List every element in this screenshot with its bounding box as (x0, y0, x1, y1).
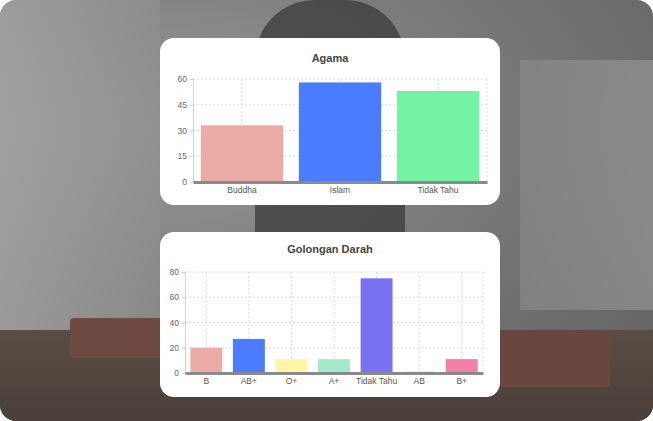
y-tick: 80 (170, 267, 185, 277)
bar (275, 359, 307, 373)
grid-line (487, 79, 488, 182)
x-tick-label: AB+ (241, 376, 257, 386)
x-tick: AB+ (241, 373, 257, 386)
grid-line (334, 272, 335, 373)
y-tick-label: 15 (178, 151, 188, 161)
y-tick: 40 (170, 318, 185, 328)
y-tick-mark (190, 182, 193, 183)
x-tick-label: B+ (456, 376, 467, 386)
grid-line (185, 322, 483, 323)
x-tick: A+ (329, 373, 340, 386)
chart-title: Golongan Darah (287, 243, 373, 255)
y-tick-label: 60 (170, 292, 180, 302)
window (520, 60, 653, 310)
x-tick: Islam (330, 182, 350, 195)
y-tick: 45 (178, 100, 193, 110)
y-tick-label: 0 (174, 368, 179, 378)
x-tick: B+ (456, 373, 467, 386)
y-tick-mark (182, 272, 185, 273)
x-tick: Tidak Tahu (417, 182, 458, 195)
y-tick: 0 (174, 368, 185, 378)
y-tick-mark (182, 373, 185, 374)
grid (193, 79, 487, 182)
y-tick-mark (182, 348, 185, 349)
x-axis-line (194, 181, 488, 184)
bars (201, 82, 479, 182)
y-tick-mark (190, 79, 193, 80)
y-axis-line (182, 273, 186, 374)
x-tick-label: Tidak Tahu (356, 376, 397, 386)
x-tick-label: Buddha (227, 185, 257, 195)
bar (233, 339, 265, 373)
x-tick: Buddha (227, 182, 257, 195)
bar (318, 359, 350, 373)
window (0, 0, 160, 330)
chart: Agama 0 15 30 45 60 Buddha Islam Tidak Tahu (160, 38, 500, 205)
y-tick-label: 20 (170, 343, 180, 353)
bar (299, 82, 381, 182)
grid-line (461, 272, 462, 373)
grid-line (291, 272, 292, 373)
y-tick-mark (190, 131, 193, 132)
x-axis: B AB+ O+ A+ Tidak Tahu AB B+ (186, 373, 484, 386)
y-tick-mark (182, 323, 185, 324)
y-tick-label: 0 (182, 177, 187, 187)
y-tick: 60 (178, 74, 193, 84)
y-tick-label: 60 (178, 74, 188, 84)
y-tick: 60 (170, 292, 185, 302)
y-tick-mark (190, 105, 193, 106)
x-tick: AB (413, 373, 425, 386)
grid-line (193, 182, 487, 183)
x-tick-label: A+ (329, 376, 340, 386)
chart-title: Agama (312, 52, 350, 64)
x-axis-line (186, 372, 484, 375)
bars (190, 278, 477, 373)
bar (446, 359, 478, 373)
grid-line (185, 373, 483, 374)
bar (190, 348, 222, 373)
bar (397, 91, 479, 182)
x-tick-label: O+ (286, 376, 298, 386)
book (500, 332, 610, 387)
x-tick-label: B (203, 376, 209, 386)
bar (361, 278, 393, 373)
chart-card: Agama 0 15 30 45 60 Buddha Islam Tidak Tahu (160, 38, 500, 205)
x-tick: B (203, 373, 209, 386)
chart-card: Golongan Darah 0 20 40 60 80 B AB+ O+ A+ Tidak Tah… (160, 232, 500, 397)
chart: Golongan Darah 0 20 40 60 80 B AB+ O+ A+ Tidak Tah… (160, 232, 500, 397)
x-tick-label: Tidak Tahu (417, 185, 458, 195)
y-tick-mark (190, 156, 193, 157)
y-tick: 20 (170, 343, 185, 353)
y-tick-mark (182, 297, 185, 298)
y-tick-label: 45 (178, 100, 188, 110)
y-tick-label: 40 (170, 318, 180, 328)
y-axis-line (190, 80, 194, 183)
y-tick: 15 (178, 151, 193, 161)
x-tick-label: AB (413, 376, 425, 386)
grid-line (483, 272, 484, 373)
y-tick: 0 (182, 177, 193, 187)
x-tick-label: Islam (330, 185, 350, 195)
grid (185, 272, 483, 373)
y-tick-label: 80 (170, 267, 180, 277)
y-tick: 30 (178, 126, 193, 136)
y-axis: 0 15 30 45 60 (178, 74, 194, 187)
y-tick-label: 30 (178, 126, 188, 136)
y-axis: 0 20 40 60 80 (170, 267, 186, 378)
x-axis: Buddha Islam Tidak Tahu (194, 182, 488, 195)
grid-line (419, 272, 420, 373)
x-tick: O+ (286, 373, 298, 386)
x-tick: Tidak Tahu (356, 373, 397, 386)
bar (201, 125, 283, 182)
